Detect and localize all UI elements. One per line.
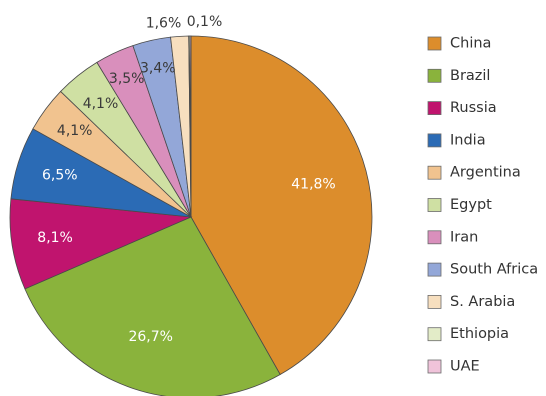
slice-label-brazil: 26,7%	[128, 329, 172, 345]
slice-label-south-africa: 3,4%	[140, 61, 176, 77]
legend-label-egypt: Egypt	[450, 197, 492, 213]
legend-label-china: China	[450, 36, 491, 52]
pie-slice-russia	[9, 198, 193, 290]
legend-swatch-south-africa	[427, 262, 442, 277]
legend-label-india: India	[450, 132, 486, 148]
legend-label-uae: UAE	[450, 359, 480, 375]
legend-swatch-argentina	[427, 165, 442, 180]
slice-label-argentina: 4,1%	[57, 123, 93, 139]
slice-label-iran: 3,5%	[109, 71, 145, 87]
slice-label-egypt: 4,1%	[83, 96, 119, 112]
legend-swatch-russia	[427, 101, 442, 115]
legend-swatch-ethiopia	[427, 327, 442, 342]
legend-swatch-iran	[427, 230, 442, 245]
legend-label-ethiopia: Ethiopia	[450, 326, 509, 342]
legend-label-iran: Iran	[450, 229, 478, 245]
legend-label-s-arabia: S. Arabia	[450, 294, 515, 310]
legend-swatch-china	[427, 36, 442, 51]
pie-slice-labels: 41,8% 26,7% 8,1% 6,5% 4,1% 4,1% 3,5%3,4% 1,6% 0,…	[37, 14, 335, 345]
legend-swatch-uae	[427, 359, 442, 374]
legend-swatch-egypt	[427, 198, 442, 212]
pie-slice-china	[190, 35, 373, 376]
legend-label-argentina: Argentina	[450, 165, 521, 181]
pie-slice-brazil	[24, 216, 281, 396]
slice-label-china: 41,8%	[291, 177, 335, 193]
pie-slice-uae	[189, 35, 192, 218]
legend-swatch-brazil	[427, 68, 442, 83]
legend-label-south-africa: South Africa	[450, 262, 538, 278]
slice-label-s-arabia: 1,6%	[146, 16, 182, 32]
slice-label-ethiopia: 0,1%	[187, 14, 223, 30]
legend-label-brazil: Brazil	[450, 68, 490, 84]
pie-slices	[9, 35, 373, 396]
legend-label-russia: Russia	[450, 100, 497, 116]
legend-swatch-s-arabia	[427, 294, 442, 309]
slice-label-russia: 8,1%	[37, 230, 73, 246]
legend: China Brazil Russia India Argentina Egypt Iran…	[427, 36, 538, 375]
slice-label-india: 6,5%	[42, 168, 78, 184]
legend-swatch-india	[427, 133, 442, 148]
